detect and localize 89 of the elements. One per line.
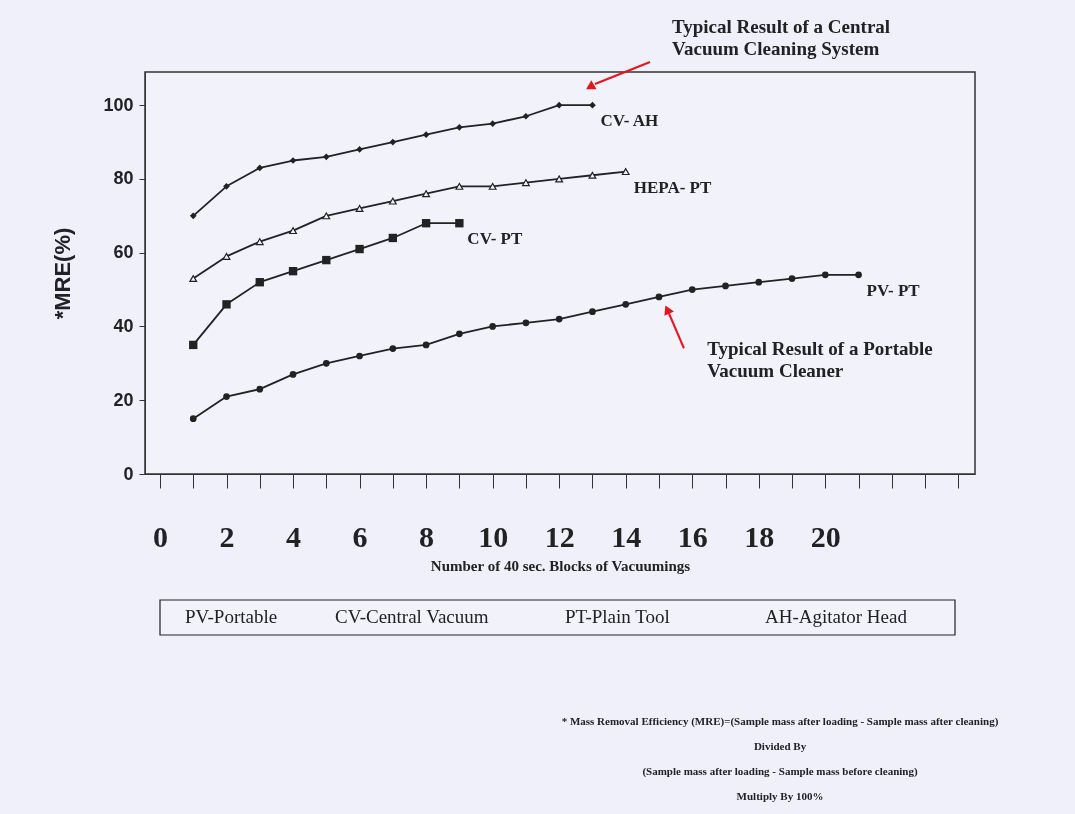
text: CV-Central Vacuum bbox=[335, 606, 489, 627]
point bbox=[189, 415, 197, 423]
y-axis-title: *MRE(%) bbox=[50, 227, 76, 320]
point bbox=[688, 286, 696, 293]
point bbox=[722, 282, 729, 290]
x-tick-label: 4 bbox=[286, 519, 302, 553]
x-tick-label: 8 bbox=[419, 519, 435, 553]
y-tick-label: 0 bbox=[123, 463, 134, 484]
point bbox=[589, 101, 596, 109]
point bbox=[422, 131, 430, 139]
series-label: PV- PT bbox=[866, 280, 921, 300]
x-tick-label: 2 bbox=[219, 519, 235, 553]
point bbox=[289, 227, 297, 235]
point bbox=[422, 341, 430, 349]
point bbox=[389, 138, 397, 146]
text: PT-Plain Tool bbox=[565, 606, 670, 627]
series-label: HEPA- PT bbox=[633, 177, 712, 197]
x-tick-label: 0 bbox=[152, 519, 168, 553]
point bbox=[189, 340, 198, 350]
text: Multiply By 100% bbox=[736, 790, 824, 802]
point bbox=[855, 271, 862, 279]
point bbox=[288, 266, 298, 276]
text: (Sample mass after loading - Sample mass before cleaning) bbox=[642, 765, 918, 778]
point bbox=[388, 233, 398, 243]
series-label: CV- PT bbox=[467, 229, 523, 249]
point bbox=[388, 197, 397, 205]
x-tick-label: 14 bbox=[611, 519, 642, 553]
text: PV-Portable bbox=[185, 606, 278, 627]
x-tick-label: 16 bbox=[677, 519, 708, 553]
point bbox=[821, 271, 829, 279]
point bbox=[488, 182, 497, 190]
point bbox=[322, 153, 330, 161]
annotation: Typical Result of a Portable Vacuum Cleaner bbox=[707, 337, 933, 381]
point bbox=[222, 252, 231, 260]
point bbox=[223, 393, 230, 400]
point bbox=[521, 179, 530, 187]
point bbox=[421, 219, 431, 228]
point bbox=[788, 275, 796, 282]
point bbox=[322, 360, 330, 367]
x-tick-label: 12 bbox=[544, 519, 575, 553]
point bbox=[456, 123, 463, 131]
point bbox=[589, 308, 596, 316]
y-tick-label: 40 bbox=[113, 315, 134, 336]
y-tick-label: 100 bbox=[103, 94, 134, 115]
point bbox=[455, 182, 464, 190]
y-tick-label: 20 bbox=[113, 389, 134, 410]
point bbox=[322, 255, 331, 265]
point bbox=[622, 301, 630, 308]
text: Typical Result of a Central Vacuum Cleaning System bbox=[672, 16, 891, 59]
text: Divided By bbox=[753, 740, 807, 752]
point bbox=[522, 112, 530, 120]
point bbox=[355, 244, 364, 254]
point bbox=[389, 345, 397, 352]
point bbox=[289, 371, 297, 378]
point bbox=[455, 219, 464, 228]
point bbox=[489, 323, 496, 330]
point bbox=[755, 278, 763, 286]
y-tick-label: 60 bbox=[113, 242, 134, 263]
point bbox=[223, 182, 230, 190]
point bbox=[355, 204, 364, 212]
series-label: CV- AH bbox=[600, 111, 659, 131]
point bbox=[489, 120, 496, 127]
point bbox=[588, 171, 597, 179]
point bbox=[189, 212, 197, 220]
point bbox=[621, 168, 630, 176]
point bbox=[356, 146, 363, 153]
point bbox=[356, 352, 363, 360]
x-tick-label: 18 bbox=[744, 519, 775, 553]
point bbox=[456, 330, 463, 338]
point bbox=[189, 275, 198, 283]
point bbox=[655, 293, 663, 301]
x-tick-label: 10 bbox=[478, 519, 509, 553]
x-tick-label: 6 bbox=[352, 519, 368, 553]
x-tick-label: 20 bbox=[810, 519, 841, 553]
y-tick-label: 80 bbox=[113, 168, 134, 189]
point bbox=[322, 212, 331, 220]
x-axis-title: Number of 40 sec. Blocks of Vacuumings bbox=[430, 557, 691, 574]
point bbox=[422, 190, 431, 198]
point bbox=[255, 278, 264, 287]
point bbox=[522, 319, 530, 327]
text: AH-Agitator Head bbox=[765, 606, 908, 627]
point bbox=[222, 300, 231, 309]
point bbox=[555, 101, 563, 109]
point bbox=[256, 164, 264, 172]
text: * Mass Removal Efficiency (MRE)=(Sample mass after loading - Sample mass after cleaning) bbox=[561, 715, 999, 728]
point bbox=[255, 238, 264, 246]
point bbox=[555, 315, 563, 323]
point bbox=[256, 385, 264, 393]
point bbox=[555, 175, 564, 183]
